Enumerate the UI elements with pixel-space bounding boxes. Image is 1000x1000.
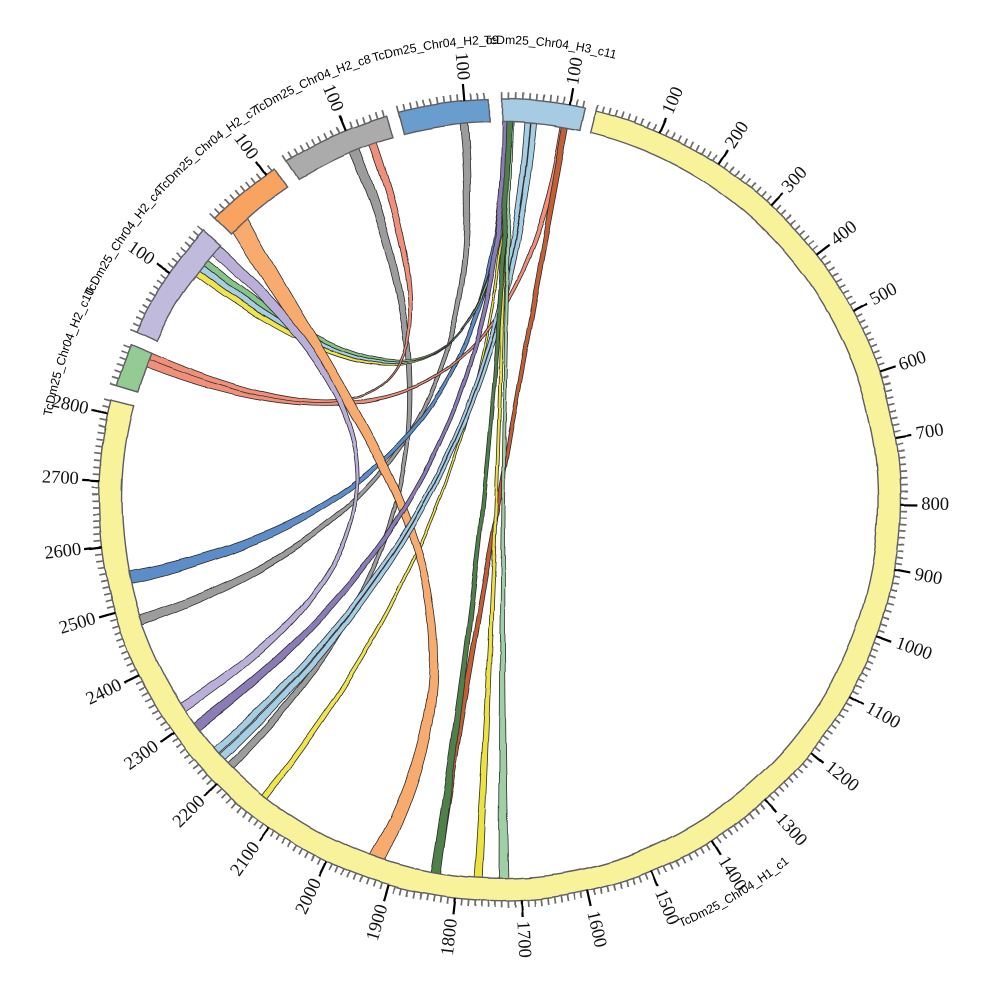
svg-text:1700: 1700 [512,920,534,958]
svg-text:2600: 2600 [43,540,82,564]
svg-text:900: 900 [913,565,944,590]
svg-text:700: 700 [915,420,946,444]
svg-text:2700: 2700 [41,467,79,489]
svg-text:1800: 1800 [438,918,462,957]
svg-text:100: 100 [451,52,473,81]
svg-text:100: 100 [563,56,588,87]
svg-text:800: 800 [921,495,949,515]
